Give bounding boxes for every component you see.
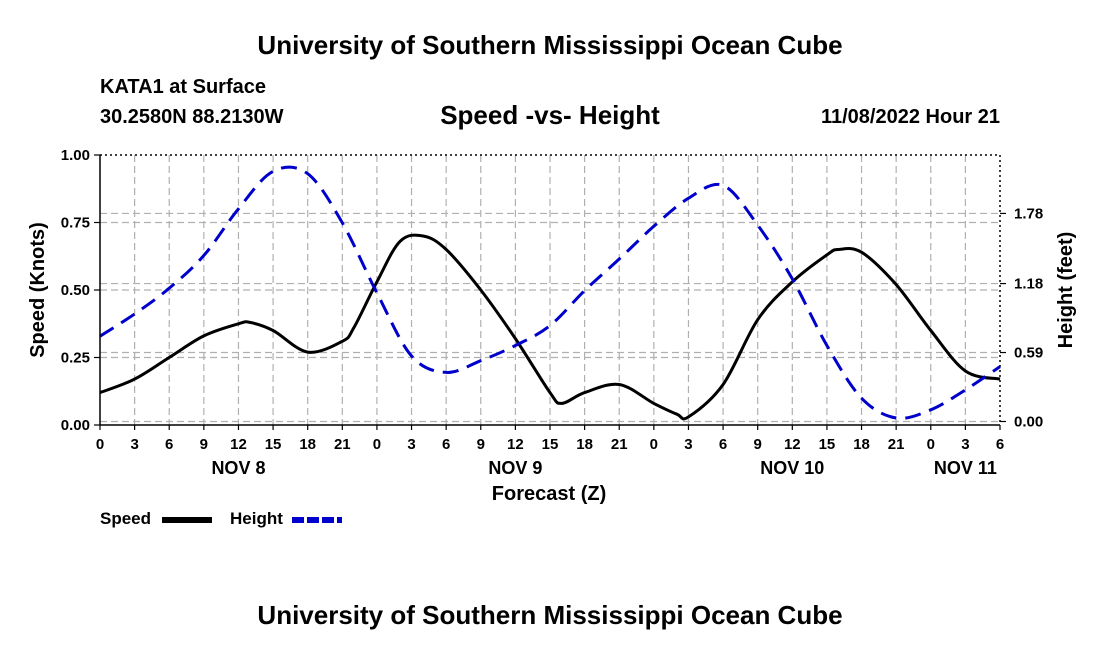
axes: 0 3 6 9 12 15 18 21 0 3 6 9 12 15 18 21 0 3 6 9 12 15 18 21 0 3 6 N…: [61, 147, 1043, 478]
x-tick-label: 15: [265, 436, 282, 453]
x-tick-label: 15: [542, 436, 559, 453]
x-day-label: NOV 9: [488, 458, 542, 478]
x-tick-label: 3: [407, 436, 415, 453]
y-tick-label-right: 0.00: [1014, 413, 1043, 430]
legend-height-label: Height: [230, 509, 283, 528]
x-tick-label: 9: [200, 436, 208, 453]
x-tick-label: 21: [888, 436, 905, 453]
y-tick-label-left: 0.00: [61, 417, 90, 434]
x-tick-label: 6: [442, 436, 450, 453]
y-axis-label-right: Height (feet): [1055, 232, 1077, 349]
grid-lines: [100, 155, 1000, 425]
chart-subtitle: Speed -vs- Height: [440, 100, 660, 130]
x-tick-label: 3: [684, 436, 692, 453]
x-tick-label: 9: [754, 436, 762, 453]
x-tick-label: 3: [961, 436, 969, 453]
x-day-label: NOV 11: [934, 458, 997, 478]
y-tick-label-right: 1.78: [1014, 205, 1043, 222]
station-coordinates: 30.2580N 88.2130W: [100, 106, 284, 128]
y-tick-label-left: 0.50: [61, 282, 90, 299]
x-tick-label: 6: [165, 436, 173, 453]
x-tick-label: 3: [130, 436, 138, 453]
series-line-height: [99, 165, 1001, 420]
x-day-label: NOV 10: [760, 458, 824, 478]
x-tick-label: 15: [819, 436, 836, 453]
x-tick-label: 6: [996, 436, 1004, 453]
x-tick-label: 18: [576, 436, 593, 453]
x-tick-label: 21: [334, 436, 351, 453]
chart-footer-title: University of Southern Mississippi Ocean…: [257, 600, 843, 630]
y-tick-label-left: 1.00: [61, 147, 90, 164]
station-name: KATA1 at Surface: [100, 76, 266, 98]
x-tick-label: 12: [784, 436, 801, 453]
x-tick-label: 0: [927, 436, 935, 453]
chart-main-title: University of Southern Mississippi Ocean…: [257, 30, 843, 60]
x-tick-label: 9: [477, 436, 485, 453]
x-axis-label: Forecast (Z): [492, 483, 606, 505]
x-tick-label: 12: [507, 436, 524, 453]
x-tick-label: 18: [299, 436, 316, 453]
x-day-label: NOV 8: [211, 458, 265, 478]
x-tick-label: 12: [230, 436, 247, 453]
legend-speed-label: Speed: [100, 509, 152, 528]
series-lines: [99, 165, 1001, 421]
forecast-datetime: 11/08/2022 Hour 21: [820, 106, 1000, 128]
series-line-speed: [99, 233, 1001, 421]
y-tick-label-left: 0.75: [61, 215, 90, 232]
x-tick-label: 18: [853, 436, 870, 453]
y-axis-label-left: Speed (Knots): [27, 222, 49, 358]
x-tick-label: 0: [373, 436, 381, 453]
x-tick-label: 6: [719, 436, 727, 453]
y-tick-label-right: 1.18: [1014, 276, 1043, 293]
y-tick-label-right: 0.59: [1014, 345, 1043, 362]
x-tick-label: 0: [96, 436, 104, 453]
x-tick-label: 0: [650, 436, 658, 453]
x-tick-label: 21: [611, 436, 628, 453]
y-tick-label-left: 0.25: [61, 350, 90, 367]
